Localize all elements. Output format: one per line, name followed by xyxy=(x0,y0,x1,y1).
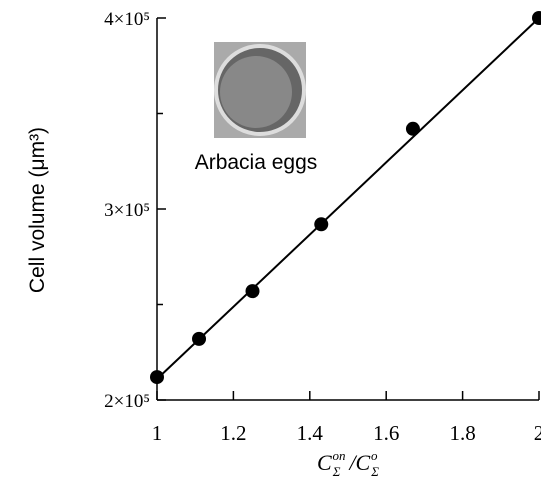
x-label-part: o xyxy=(371,448,378,463)
x-tick-label: 1.8 xyxy=(449,421,475,445)
x-label-part: Σ xyxy=(332,464,341,479)
data-point xyxy=(192,331,207,346)
data-point xyxy=(532,11,541,25)
data-point xyxy=(405,121,420,136)
x-label-part: on xyxy=(332,448,345,463)
x-tick-label: 1.6 xyxy=(373,421,399,445)
egg-photo xyxy=(214,42,306,138)
y-tick-label: 2×10⁵ xyxy=(104,391,150,412)
x-label-part: Σ xyxy=(370,464,379,479)
annotation: Arbacia eggs xyxy=(195,151,318,174)
y-tick-label: 3×10⁵ xyxy=(104,200,150,221)
y-axis-label: Cell volume (μm³) xyxy=(26,127,49,293)
x-tick-label: 1.2 xyxy=(220,421,246,445)
x-label-part: /C xyxy=(347,450,370,475)
data-point xyxy=(314,217,329,232)
y-tick-label: 4×10⁵ xyxy=(104,9,150,30)
x-tick-label: 1 xyxy=(152,421,163,445)
data-point xyxy=(245,284,260,299)
x-label-part: C xyxy=(317,450,332,475)
fit-line xyxy=(156,17,540,380)
x-tick-label: 2 xyxy=(534,421,541,445)
x-tick-label: 1.4 xyxy=(297,421,324,445)
data-point xyxy=(150,370,164,385)
x-axis-label: CΣon/CΣo xyxy=(317,448,379,479)
